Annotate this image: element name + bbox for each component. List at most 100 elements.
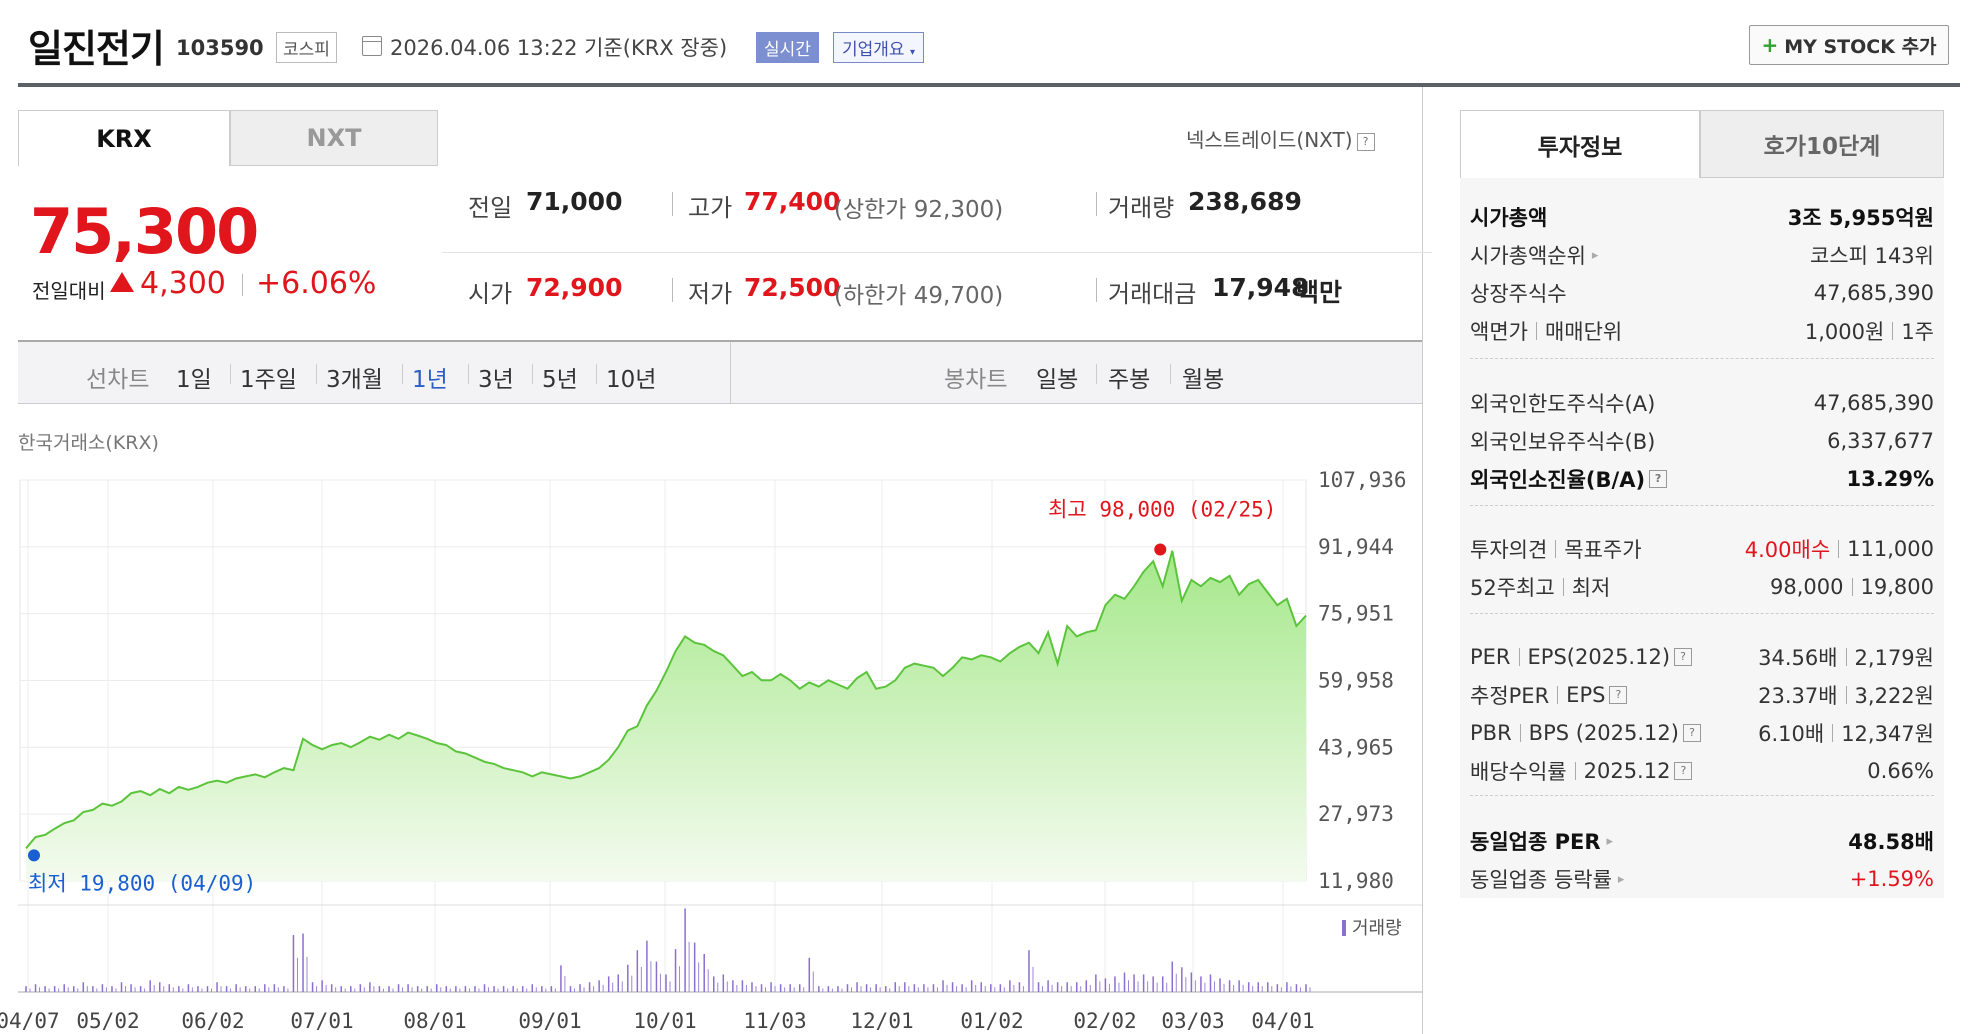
prev-close-value: 71,000 [526,187,623,216]
separator [1555,540,1557,558]
x-tick-label: 11/03 [743,1009,806,1033]
info-row-value: 13.29% [1847,467,1934,491]
label-text: EPS [1566,683,1606,707]
value-text: 코스피 143위 [1809,244,1934,268]
info-row: 동일업종 PER ▸ 48.58배 [1470,822,1934,860]
label-text: 동일업종 PER [1470,830,1601,854]
period-option[interactable]: 3년 [478,367,514,393]
separator [1096,278,1097,302]
info-row: PER EPS(2025.12)? 34.56배 2,179원 [1470,638,1934,676]
separator [316,364,317,384]
value-text: 2,179원 [1854,646,1934,670]
volume-label: 거래량 [1108,194,1175,222]
help-icon[interactable]: ? [1356,132,1375,151]
help-icon[interactable]: ? [1682,724,1701,742]
info-row-label: 투자의견 목표주가 [1470,534,1642,564]
tab-order-book[interactable]: 호가10단계 [1700,110,1944,178]
x-tick-label: 08/01 [403,1009,466,1033]
info-row-value: 0.66% [1867,759,1934,783]
separator [1518,648,1520,666]
candle-option[interactable]: 월봉 [1182,367,1225,393]
label-text: 매매단위 [1544,320,1623,344]
max-label: 최고 98,000 (02/25) [1048,498,1276,522]
info-row-label: PBR BPS (2025.12)? [1470,721,1701,745]
realtime-badge[interactable]: 실시간 [756,32,819,63]
info-row-label: 액면가 매매단위 [1470,316,1622,346]
value-text: 19,800 [1860,575,1934,599]
upper-limit: (상한가 92,300) [834,197,1004,223]
info-row-label: 배당수익률 2025.12? [1470,756,1693,786]
header-divider [18,83,1960,87]
period-option[interactable]: 10년 [606,367,657,393]
price-area [26,550,1306,881]
price-chart[interactable]: 107,936 91,944 75,951 59,958 43,965 27,973 11,… [0,0,1422,1034]
nxt-link-label: 넥스트레이드(NXT) [1186,128,1353,152]
label-text: 외국인보유주식수(B) [1470,430,1656,454]
help-icon[interactable]: ? [1674,762,1693,780]
volume-legend: 거래량 [1352,918,1402,939]
chevron-right-icon[interactable]: ▸ [1606,833,1614,849]
tab-investment-info[interactable]: 투자정보 [1460,110,1700,178]
candle-option[interactable]: 일봉 [1036,367,1079,393]
info-row: 시가총액 3조 5,955억원 [1470,198,1934,236]
label-text: 시가총액 [1470,206,1548,230]
info-row-label: 시가총액순위 ▸ [1470,240,1598,270]
row-divider [1470,505,1934,506]
y-tick-label: 75,951 [1318,602,1394,626]
value-text: 4.00매수 [1744,538,1831,562]
tab-nxt[interactable]: NXT [230,110,438,166]
separator [1574,762,1576,780]
line-chart-label: 선차트 [86,367,150,393]
info-row-label: 동일업종 PER ▸ [1470,826,1613,856]
nxt-link[interactable]: 넥스트레이드(NXT)? [1186,124,1375,153]
info-row: 액면가 매매단위 1,000원 1주 [1470,312,1934,350]
row-divider [1470,613,1934,614]
investment-info-panel [1460,178,1944,898]
company-info-label: 기업개요 [842,40,905,60]
period-option[interactable]: 5년 [542,367,578,393]
separator [1519,724,1521,742]
info-row-value: 47,685,390 [1814,391,1934,415]
row-divider [1470,795,1934,796]
period-option[interactable]: 1주일 [240,367,297,393]
period-option[interactable]: 3개월 [326,367,383,393]
add-my-stock-button[interactable]: + MY STOCK 추가 [1749,25,1949,65]
separator [672,278,673,302]
info-row-value: 코스피 143위 [1810,240,1934,270]
label-text: 외국인한도주식수(A) [1470,392,1656,416]
info-row-label: PER EPS(2025.12)? [1470,645,1693,669]
info-row-label: 추정PER EPS? [1470,680,1628,710]
chevron-right-icon[interactable]: ▸ [1591,247,1599,263]
help-icon[interactable]: ? [1609,686,1628,704]
change-percent: +6.06% [256,266,377,301]
company-info-dropdown[interactable]: 기업개요 ▾ [833,32,924,63]
info-row-value: 47,685,390 [1814,281,1934,305]
separator [1096,192,1097,216]
row-divider [442,252,1432,253]
amount-value: 17,948 [1212,273,1309,302]
info-row: 52주최고 최저 98,000 19,800 [1470,568,1934,606]
value-text: 1,000원 [1804,320,1885,344]
tab-krx[interactable]: KRX [18,110,230,166]
chart-market-label: 한국거래소(KRX) [18,432,159,454]
label-text: 액면가 [1470,320,1528,344]
info-row-label: 외국인한도주식수(A) [1470,388,1655,418]
separator [1851,578,1853,596]
period-option[interactable]: 1년 [412,367,448,393]
stock-name: 일진전기 [28,27,165,71]
info-row: 상장주식수 47,685,390 [1470,274,1934,312]
help-icon[interactable]: ? [1649,470,1668,488]
period-option[interactable]: 1일 [176,367,212,393]
open-value: 72,900 [526,273,623,302]
value-text: 47,685,390 [1813,281,1934,305]
chevron-right-icon[interactable]: ▸ [1617,871,1625,887]
info-row-label: 외국인소진율(B/A)? [1470,464,1668,494]
candle-option[interactable]: 주봉 [1108,367,1151,393]
period-bar-divider [730,342,731,404]
stock-code: 103590 [176,36,264,60]
separator [1096,364,1097,384]
label-text: 52주최고 [1470,576,1555,600]
separator [230,364,231,384]
price-line [25,550,1307,849]
help-icon[interactable]: ? [1674,648,1693,666]
